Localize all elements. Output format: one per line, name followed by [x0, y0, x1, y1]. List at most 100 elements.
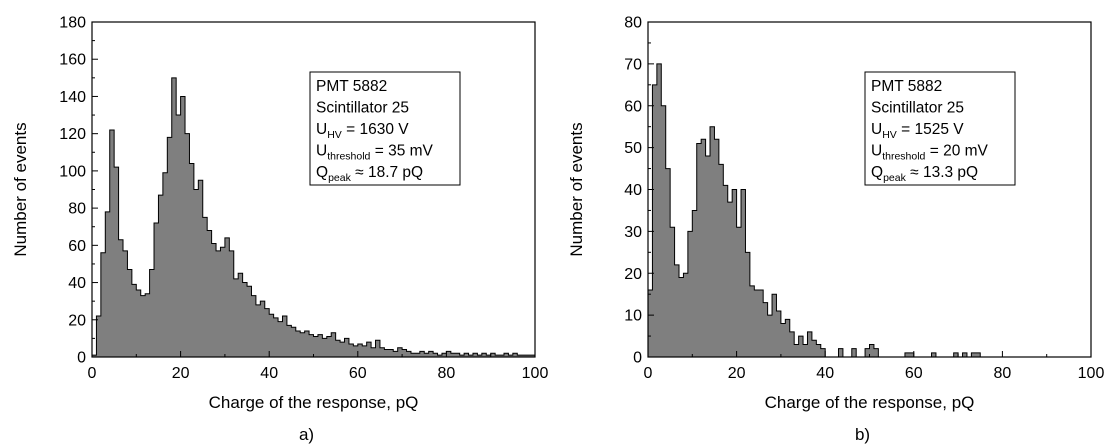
info-box-line: Qpeak ≈ 18.7 pQ	[316, 164, 423, 184]
histogram-bin	[971, 353, 975, 357]
panel-label: a)	[299, 425, 314, 444]
info-box-line: Scintillator 25	[871, 100, 964, 117]
histogram-bin	[287, 325, 291, 357]
histogram-bin	[648, 290, 652, 357]
histogram-bin	[327, 337, 331, 357]
histogram-bars	[91, 77, 536, 358]
histogram-bin	[225, 238, 229, 357]
info-box-line: PMT 5882	[316, 78, 387, 95]
histogram-bin	[309, 335, 313, 357]
histogram-bin	[790, 332, 794, 357]
histogram-bin	[402, 350, 406, 357]
histogram-bin	[701, 139, 705, 357]
histogram-bin	[331, 333, 335, 357]
histogram-bin	[384, 350, 388, 357]
histogram-bin	[710, 127, 714, 357]
histogram-bin	[247, 286, 251, 357]
histogram-bin	[821, 349, 825, 357]
info-box-line: UHV = 1630 V	[316, 121, 409, 141]
histogram-bin	[807, 332, 811, 357]
chart-panel-2: 0 20 40 60 80 100 0 10 20 30 40 50 60 70 80 Charge of t…	[567, 15, 1104, 444]
info-box-line: Uthreshold = 20 mV	[871, 143, 989, 163]
histogram-bin	[96, 316, 100, 357]
histogram-bin	[198, 180, 202, 357]
histogram-bin	[105, 212, 109, 357]
histogram-bin	[172, 78, 176, 357]
y-tick-label: 0	[77, 350, 86, 367]
x-tick-label: 20	[172, 365, 190, 382]
histogram-bin	[296, 331, 300, 357]
histogram-bin	[132, 284, 136, 357]
histogram-bin	[371, 348, 375, 357]
histogram-bin	[251, 296, 255, 357]
x-axis-label: Charge of the response, pQ	[209, 393, 419, 412]
x-tick-label: 0	[88, 365, 97, 382]
histogram-bin	[393, 351, 397, 357]
histogram-bin	[389, 350, 393, 357]
histogram-bin	[207, 230, 211, 357]
histogram-bin	[167, 137, 171, 357]
histogram-bin	[838, 349, 842, 357]
histogram-bin	[799, 336, 803, 357]
y-tick-label: 100	[59, 163, 86, 180]
histogram-bin	[781, 324, 785, 358]
histogram-bin	[723, 185, 727, 357]
histogram-bin	[349, 344, 353, 357]
histogram-bin	[865, 349, 869, 357]
histogram-bin	[852, 349, 856, 357]
histogram-bin	[666, 169, 670, 357]
x-tick-label: 80	[438, 365, 456, 382]
x-tick-label: 60	[905, 365, 923, 382]
histogram-bin	[670, 227, 674, 357]
y-tick-label: 70	[624, 56, 642, 73]
histogram-bin	[714, 139, 718, 357]
histogram-bin	[794, 344, 798, 357]
histogram-bin	[446, 351, 450, 357]
histogram-bin	[750, 286, 754, 357]
x-tick-label: 40	[816, 365, 834, 382]
info-box	[309, 71, 461, 186]
x-tick-label: 40	[260, 365, 278, 382]
histogram-bin	[909, 353, 913, 357]
histogram-bin	[256, 305, 260, 357]
histogram-bin	[362, 346, 366, 357]
x-tick-label: 100	[522, 365, 549, 382]
histogram-bin	[260, 301, 264, 357]
histogram-bin	[136, 290, 140, 357]
histogram-bin	[340, 342, 344, 357]
y-tick-label: 60	[68, 238, 86, 255]
histogram-bin	[123, 251, 127, 357]
histogram-bin	[291, 327, 295, 357]
x-tick-label: 0	[644, 365, 653, 382]
histogram-bin	[278, 322, 282, 357]
histogram-bin	[376, 340, 380, 357]
y-tick-label: 20	[624, 266, 642, 283]
histogram-bin	[367, 342, 371, 357]
histogram-bin	[269, 314, 273, 357]
histogram-bin	[816, 344, 820, 357]
histogram-bin	[706, 156, 710, 357]
histogram-bin	[145, 294, 149, 357]
histogram-bin	[692, 210, 696, 357]
y-tick-label: 0	[633, 350, 642, 367]
y-tick-label: 80	[624, 15, 642, 32]
histogram-bin	[229, 251, 233, 357]
y-tick-label: 40	[624, 182, 642, 199]
histogram-bin	[110, 130, 114, 357]
histogram-bin	[803, 344, 807, 357]
y-tick-label: 60	[624, 98, 642, 115]
histogram-bin	[741, 190, 745, 358]
histogram-bin	[114, 167, 118, 357]
histogram-bin	[776, 311, 780, 357]
histogram-bin	[345, 338, 349, 357]
histogram-bin	[768, 315, 772, 357]
histogram-bin	[759, 290, 763, 357]
histogram-bin	[322, 338, 326, 357]
y-tick-label: 30	[624, 224, 642, 241]
histogram-bin	[265, 309, 269, 357]
histogram-bin	[420, 351, 424, 357]
y-tick-label: 50	[624, 140, 642, 157]
histogram-bin	[697, 143, 701, 357]
histogram-bin	[185, 134, 189, 357]
